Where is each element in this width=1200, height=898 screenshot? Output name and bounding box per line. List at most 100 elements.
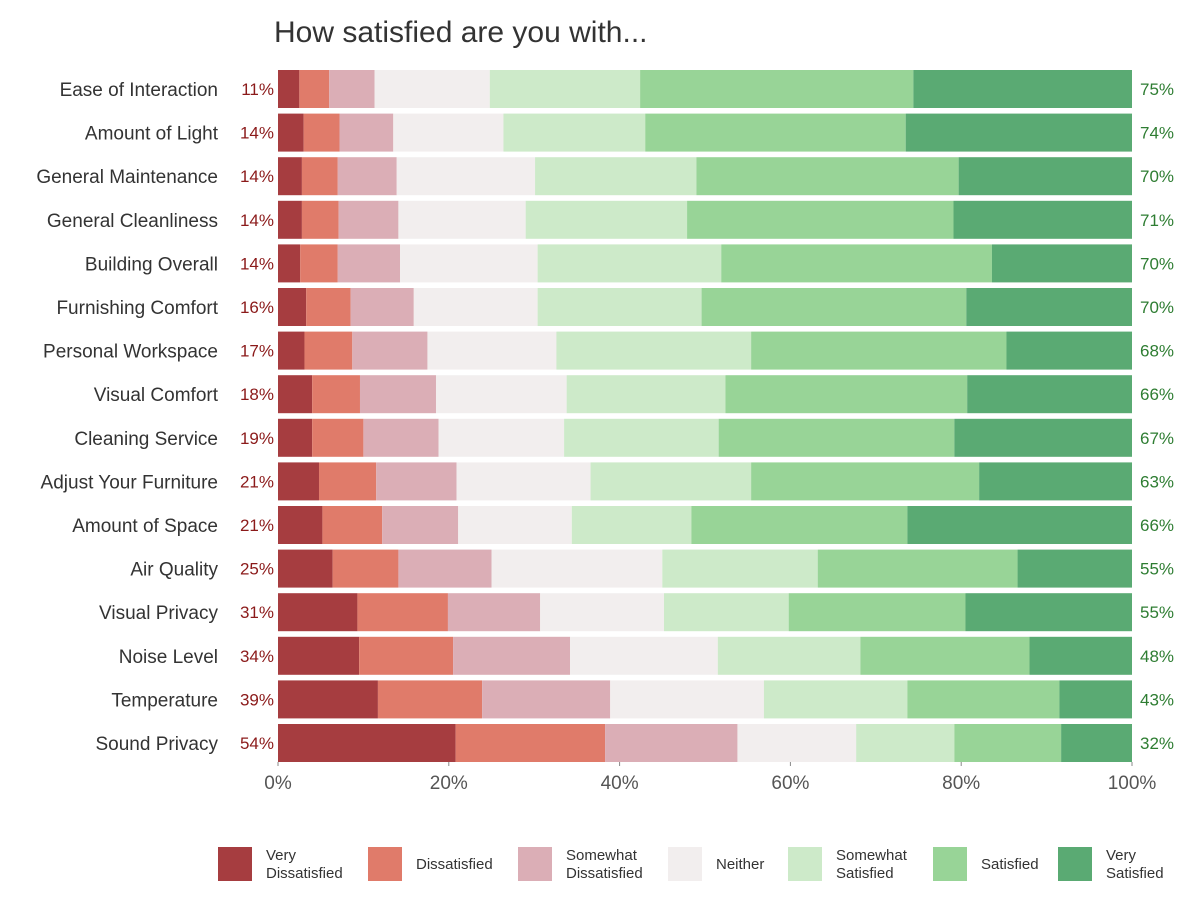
bar-temperature-somewhat-dissatisfied — [482, 680, 611, 719]
dissatisfied-percent-label: 11% — [241, 80, 274, 99]
bar-air-quality-neither — [491, 549, 663, 588]
bar-visual-comfort-very-dissatisfied — [278, 375, 313, 414]
bar-visual-privacy-very-satisfied — [965, 593, 1132, 632]
legend-swatch-satisfied — [933, 847, 967, 881]
bar-amount-of-light-very-dissatisfied — [278, 113, 304, 152]
bars-group — [278, 70, 1132, 762]
bar-adjust-your-furniture-somewhat-dissatisfied — [376, 462, 457, 501]
bar-noise-level-very-dissatisfied — [278, 636, 360, 675]
bar-temperature-very-dissatisfied — [278, 680, 378, 719]
satisfied-percent-label: 66% — [1140, 385, 1174, 404]
x-tick-label: 60% — [771, 773, 809, 794]
legend-label-neither: Neither — [716, 856, 764, 873]
bar-personal-workspace-neither — [427, 331, 557, 370]
bar-furnishing-comfort-very-satisfied — [966, 288, 1132, 326]
bar-general-maintenance-somewhat-satisfied — [535, 157, 697, 196]
x-tick-label: 80% — [942, 773, 980, 794]
satisfied-percent-label: 74% — [1140, 124, 1174, 143]
category-label: Amount of Light — [85, 124, 219, 145]
bar-amount-of-light-somewhat-satisfied — [503, 113, 646, 152]
bar-building-overall-somewhat-dissatisfied — [337, 244, 401, 283]
bar-ease-of-interaction-very-dissatisfied — [278, 70, 300, 108]
legend-label-dissatisfied: Dissatisfied — [416, 856, 493, 873]
dissatisfied-percent-label: 54% — [240, 734, 274, 753]
bar-visual-comfort-satisfied — [725, 375, 968, 414]
bar-ease-of-interaction-satisfied — [640, 70, 914, 108]
legend-swatch-somewhat-dissatisfied — [518, 847, 552, 881]
category-label: Visual Privacy — [99, 603, 218, 624]
dissatisfied-percent-label: 17% — [240, 342, 274, 361]
bar-general-cleanliness-neither — [398, 200, 526, 239]
x-tick-label: 0% — [264, 773, 292, 794]
bar-general-maintenance-neither — [396, 157, 536, 196]
bar-cleaning-service-very-dissatisfied — [278, 418, 313, 457]
bar-amount-of-space-somewhat-dissatisfied — [382, 506, 459, 544]
dissatisfied-percent-labels-group: 11% 14% 14% 14% 14% 16% 17% 18% 19% 21% 21% 25% 31% 3… — [240, 80, 274, 753]
satisfied-percent-label: 75% — [1140, 80, 1174, 99]
dissatisfied-percent-label: 34% — [240, 647, 274, 666]
bar-cleaning-service-neither — [438, 418, 565, 457]
bar-adjust-your-furniture-neither — [456, 462, 591, 501]
bar-adjust-your-furniture-somewhat-satisfied — [590, 462, 752, 501]
category-label: General Maintenance — [36, 167, 218, 188]
x-tick-label: 20% — [430, 773, 468, 794]
bar-noise-level-satisfied — [860, 636, 1030, 675]
bar-general-maintenance-satisfied — [696, 157, 959, 196]
category-label: General Cleanliness — [47, 211, 218, 232]
bar-visual-comfort-neither — [435, 375, 567, 414]
bar-noise-level-somewhat-dissatisfied — [453, 636, 571, 675]
dissatisfied-percent-label: 21% — [240, 516, 274, 535]
bar-cleaning-service-dissatisfied — [312, 418, 364, 457]
legend-swatch-neither — [668, 847, 702, 881]
bar-temperature-neither — [610, 680, 764, 719]
category-label: Adjust Your Furniture — [41, 472, 218, 493]
bar-amount-of-light-dissatisfied — [303, 113, 340, 152]
bar-personal-workspace-very-dissatisfied — [278, 331, 305, 370]
bar-amount-of-light-satisfied — [645, 113, 906, 152]
dissatisfied-percent-label: 19% — [240, 429, 274, 448]
bar-adjust-your-furniture-satisfied — [751, 462, 980, 501]
bar-amount-of-space-very-satisfied — [907, 506, 1132, 544]
bar-amount-of-light-neither — [393, 113, 504, 152]
satisfied-percent-label: 48% — [1140, 647, 1174, 666]
legend: Very Dissatisfied Dissatisfied Somewhat Diss… — [218, 847, 1164, 882]
bar-adjust-your-furniture-dissatisfied — [318, 462, 377, 501]
bar-amount-of-space-satisfied — [691, 506, 908, 544]
satisfied-percent-label: 68% — [1140, 342, 1174, 361]
category-label: Cleaning Service — [74, 429, 218, 450]
bar-sound-privacy-very-dissatisfied — [278, 724, 456, 762]
category-labels-group: Ease of Interaction Amount of Light Genera… — [36, 80, 218, 755]
bar-temperature-satisfied — [907, 680, 1060, 719]
bar-visual-privacy-dissatisfied — [357, 593, 448, 632]
x-axis-ticks-group: 0% 20% 40% 60% 80% 100% — [264, 762, 1156, 794]
legend-label-somewhat-satisfied: Somewhat Satisfied — [836, 847, 908, 882]
bar-general-cleanliness-satisfied — [687, 200, 954, 239]
bar-visual-privacy-satisfied — [788, 593, 966, 632]
bar-general-maintenance-very-dissatisfied — [278, 157, 302, 196]
bar-visual-comfort-dissatisfied — [312, 375, 360, 414]
bar-building-overall-very-dissatisfied — [278, 244, 301, 283]
bar-general-cleanliness-somewhat-dissatisfied — [338, 200, 399, 239]
satisfied-percent-label: 70% — [1140, 254, 1174, 273]
bar-general-cleanliness-very-dissatisfied — [278, 200, 302, 239]
bar-general-maintenance-very-satisfied — [958, 157, 1132, 196]
bar-air-quality-very-dissatisfied — [278, 549, 333, 588]
chart-title: How satisfied are you with... — [274, 16, 648, 49]
dissatisfied-percent-label: 14% — [240, 254, 274, 273]
dissatisfied-percent-label: 14% — [240, 211, 274, 230]
bar-noise-level-dissatisfied — [359, 636, 454, 675]
bar-ease-of-interaction-neither — [374, 70, 490, 108]
bar-temperature-somewhat-satisfied — [763, 680, 908, 719]
bar-visual-comfort-somewhat-satisfied — [566, 375, 726, 414]
bar-furnishing-comfort-dissatisfied — [306, 288, 351, 326]
legend-swatch-dissatisfied — [368, 847, 402, 881]
bar-general-cleanliness-dissatisfied — [301, 200, 339, 239]
category-label: Furnishing Comfort — [56, 298, 218, 319]
satisfied-percent-label: 70% — [1140, 298, 1174, 317]
bar-amount-of-light-somewhat-dissatisfied — [339, 113, 394, 152]
bar-visual-comfort-very-satisfied — [967, 375, 1132, 414]
bar-furnishing-comfort-neither — [413, 288, 538, 326]
legend-swatch-very-dissatisfied — [218, 847, 252, 881]
satisfied-percent-label: 32% — [1140, 734, 1174, 753]
bar-furnishing-comfort-somewhat-satisfied — [537, 288, 702, 326]
